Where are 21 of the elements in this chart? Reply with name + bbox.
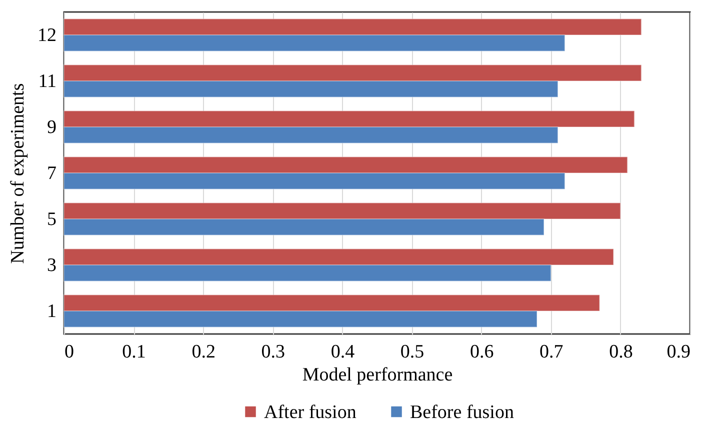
y-tick-label: 5 [47,209,56,230]
x-tick-label: 0 [64,342,74,362]
x-tick-label: 0.2 [192,342,216,362]
y-tick-label: 11 [38,71,56,92]
x-tick-label: 0.1 [122,342,146,362]
y-tick-label: 12 [38,25,56,46]
x-tick-label: 0.4 [330,342,356,362]
x-axis-title: Model performance [302,364,453,386]
legend-label: After fusion [264,402,357,423]
y-tick-label: 3 [47,255,56,276]
x-tick-label: 0.7 [540,342,564,362]
x-tick-label: 0.9 [666,342,690,362]
y-tick-label: 9 [47,117,56,138]
y-tick-label: 1 [47,301,56,322]
x-tick-label: 0.3 [261,342,286,362]
x-tick-label: 0.6 [470,342,494,362]
legend-label: Before fusion [410,402,514,423]
x-tick-label: 0.8 [609,342,633,362]
x-tick-label: 0.5 [400,342,424,362]
y-axis-title: Number of experiments [8,83,28,264]
y-tick-label: 7 [47,163,56,184]
